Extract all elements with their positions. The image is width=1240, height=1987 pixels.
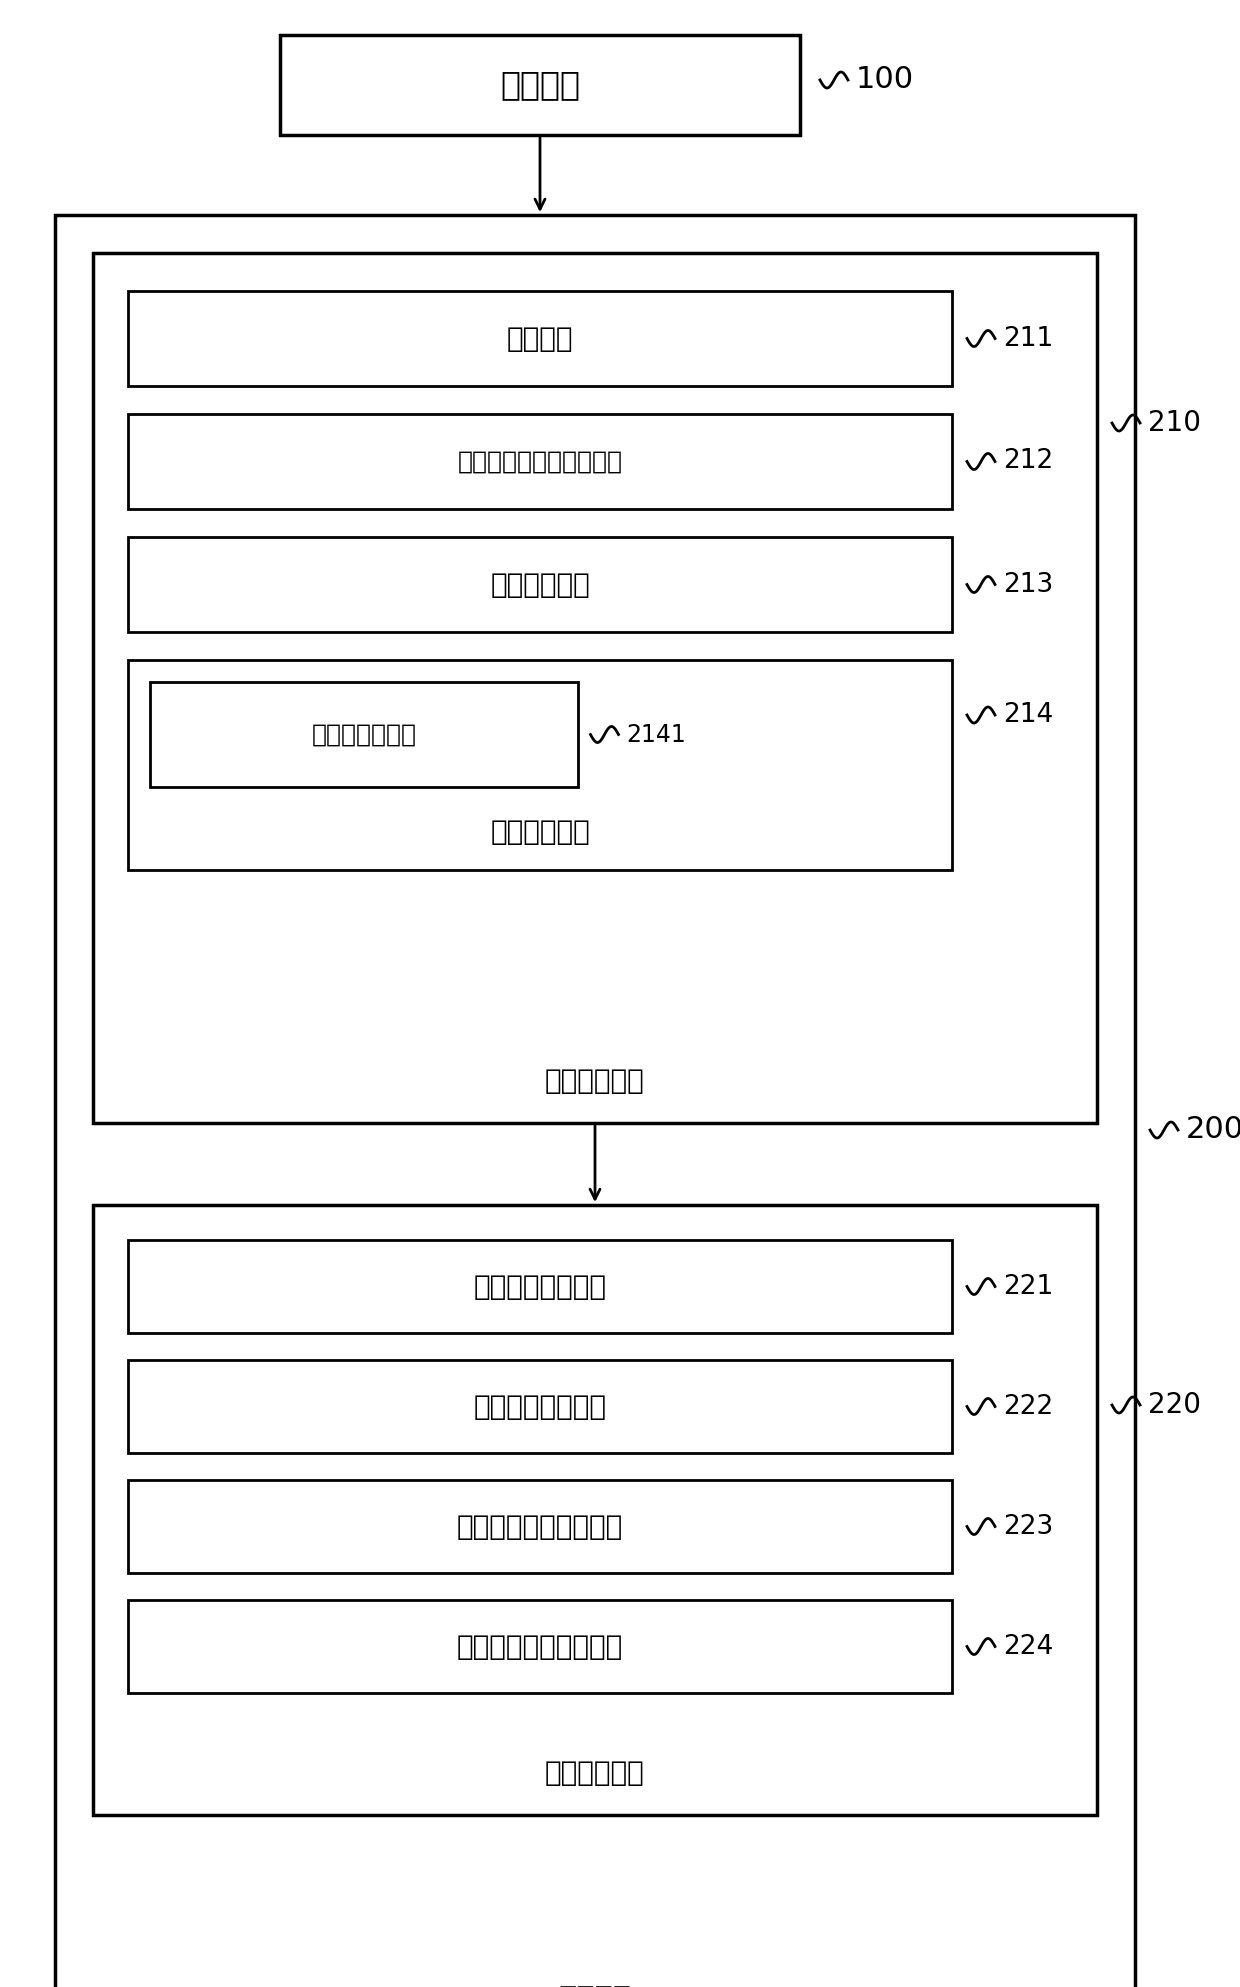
Text: 213: 213 — [1003, 572, 1053, 598]
Text: 100: 100 — [856, 66, 914, 95]
Text: 200: 200 — [1185, 1115, 1240, 1145]
Text: 实时开路电压计算单元: 实时开路电压计算单元 — [456, 1512, 624, 1540]
Bar — [93, 1204, 1097, 1814]
Text: 223: 223 — [1003, 1514, 1053, 1540]
Bar — [128, 536, 952, 632]
Text: 第一计算单元: 第一计算单元 — [546, 1067, 645, 1095]
Bar — [128, 660, 952, 870]
Text: 实时功率计算单元: 实时功率计算单元 — [474, 1393, 606, 1421]
Text: 224: 224 — [1003, 1633, 1053, 1659]
Text: 221: 221 — [1003, 1274, 1053, 1299]
Bar — [128, 1240, 952, 1333]
Text: 建模单元: 建模单元 — [507, 324, 573, 352]
Text: 实时短路电流计算单元: 实时短路电流计算单元 — [456, 1633, 624, 1661]
Text: 211: 211 — [1003, 326, 1053, 352]
Text: 热阻计算单元: 热阻计算单元 — [490, 570, 590, 598]
Bar — [128, 290, 952, 385]
Text: 222: 222 — [1003, 1393, 1053, 1419]
Text: 温度计算子单元: 温度计算子单元 — [311, 723, 417, 747]
Text: 采集模块: 采集模块 — [500, 68, 580, 101]
Text: 温度计算单元: 温度计算单元 — [490, 819, 590, 846]
Text: 212: 212 — [1003, 449, 1053, 475]
Bar — [128, 413, 952, 509]
Text: 220: 220 — [1148, 1391, 1202, 1419]
Bar — [280, 36, 800, 135]
Text: 2141: 2141 — [626, 723, 686, 747]
Bar — [55, 215, 1135, 1987]
Bar — [93, 252, 1097, 1123]
Text: 热传导和热辐射计算单元: 热传导和热辐射计算单元 — [458, 449, 622, 473]
Text: 210: 210 — [1148, 409, 1202, 437]
Bar — [150, 682, 579, 787]
Bar — [128, 1600, 952, 1693]
Bar — [128, 1480, 952, 1574]
Text: 第二计算单元: 第二计算单元 — [546, 1758, 645, 1786]
Text: 214: 214 — [1003, 701, 1053, 727]
Text: 实时效率计算单元: 实时效率计算单元 — [474, 1272, 606, 1301]
Bar — [128, 1359, 952, 1452]
